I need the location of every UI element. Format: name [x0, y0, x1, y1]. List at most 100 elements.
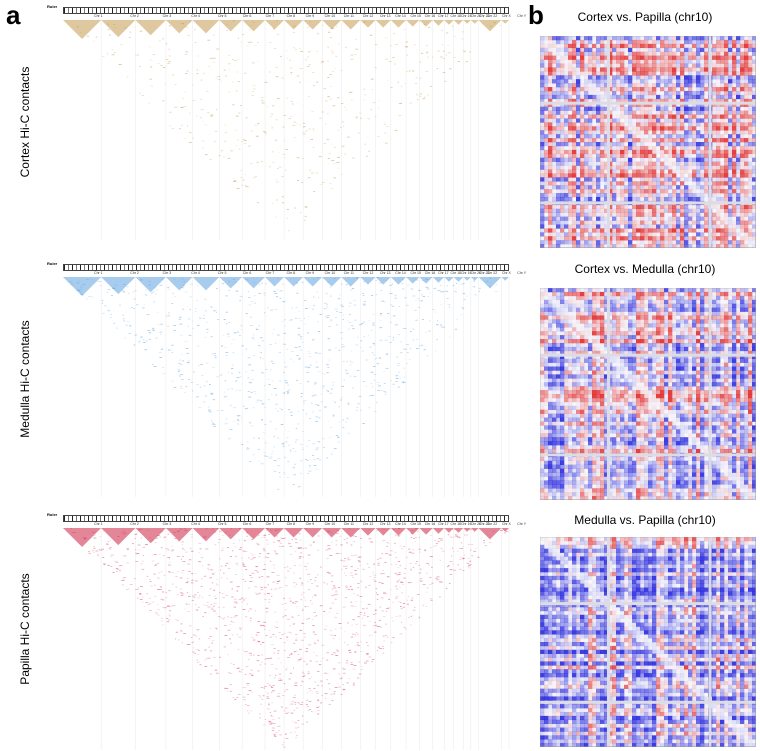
contact-mark [459, 548, 461, 549]
heatmap-cell [644, 106, 649, 111]
heatmap-cell [576, 36, 581, 41]
heatmap-cell [556, 110, 561, 115]
contact-mark [247, 391, 250, 392]
contact-mark [140, 586, 143, 587]
contact-mark [306, 663, 308, 665]
heatmap-cell [556, 47, 561, 53]
heatmap-cell [608, 39, 613, 45]
contact-mark [279, 297, 281, 299]
contact-mark [207, 406, 210, 408]
contact-mark [375, 613, 377, 614]
heatmap-cell [660, 122, 665, 127]
contact-mark [149, 581, 152, 582]
heatmap-cell [744, 122, 749, 127]
contact-mark [431, 566, 433, 568]
contact-mark [261, 282, 263, 284]
contact-mark [299, 124, 301, 126]
contact-mark [333, 163, 336, 164]
heatmap-cell [588, 98, 593, 104]
contact-mark [91, 296, 94, 298]
contact-mark [210, 115, 213, 117]
heatmap-cell [552, 67, 557, 72]
contact-mark [224, 423, 228, 425]
heatmap-cell [612, 169, 617, 174]
chromosome-label: Chr 1 [94, 14, 103, 18]
contact-mark [354, 601, 357, 602]
heatmap-cell [560, 153, 565, 159]
contact-mark [283, 683, 286, 684]
contact-mark [308, 440, 310, 441]
heatmap-cell [672, 169, 677, 174]
heatmap-cell [672, 145, 677, 151]
heatmap-cell [552, 165, 557, 170]
heatmap-cell [616, 118, 621, 123]
contact-mark [358, 132, 361, 134]
contact-mark [294, 601, 298, 603]
heatmap-cell [576, 87, 581, 92]
heatmap-cell [724, 87, 729, 92]
contact-mark [276, 575, 280, 576]
contact-mark [429, 556, 433, 557]
contact-mark [350, 664, 354, 665]
heatmap-cell [732, 165, 737, 170]
contact-mark [294, 694, 296, 696]
contact-mark [310, 676, 312, 678]
heatmap-cell [648, 157, 653, 162]
contact-mark [388, 554, 391, 556]
cortex-contact-map [63, 20, 510, 240]
contact-mark [317, 671, 320, 672]
contact-mark [461, 557, 463, 559]
heatmap-cell [744, 67, 749, 72]
heatmap-cell [728, 36, 733, 41]
contact-mark [152, 363, 154, 365]
contact-mark [124, 532, 127, 534]
heatmap-cell [596, 177, 601, 182]
heatmap-cell [696, 106, 701, 111]
contact-mark [200, 586, 203, 587]
contact-mark [279, 725, 281, 727]
contact-mark [289, 546, 293, 547]
heatmap-cell [728, 75, 733, 80]
heatmap-cell [616, 142, 621, 147]
heatmap-cell [720, 145, 725, 151]
contact-mark [203, 575, 207, 577]
heatmap-cell [640, 51, 645, 56]
heatmap-cell [672, 106, 677, 111]
contact-mark [254, 586, 258, 588]
contact-mark [148, 102, 151, 104]
contact-mark [330, 595, 334, 597]
contact-mark [246, 45, 248, 47]
heatmap-cell [688, 59, 693, 64]
contact-mark [301, 639, 304, 641]
heatmap-cell [640, 39, 645, 45]
contact-mark [169, 125, 172, 127]
contact-mark [222, 606, 225, 608]
heatmap-cell [580, 102, 585, 107]
contact-mark [235, 290, 239, 292]
contact-mark [483, 540, 485, 541]
heatmap-cell [720, 36, 725, 41]
chromosome-contact-triangle [501, 277, 509, 281]
contact-mark [394, 297, 397, 299]
contact-mark [384, 142, 388, 144]
heatmap-cell [548, 134, 553, 139]
heatmap-cell [688, 138, 692, 142]
contact-mark [185, 26, 187, 28]
heatmap-cell [736, 161, 741, 166]
contact-mark [248, 712, 250, 714]
heatmap-cell [572, 63, 577, 68]
heatmap-cell [684, 39, 689, 45]
heatmap-cell [544, 51, 549, 56]
contact-mark [208, 637, 211, 639]
contact-mark [344, 106, 346, 108]
contact-mark [266, 611, 269, 613]
contact-mark [225, 395, 228, 397]
heatmap-cell [664, 138, 669, 143]
contact-mark [99, 550, 103, 551]
heatmap-cell [564, 43, 569, 49]
heatmap-cell [552, 138, 557, 143]
contact-mark [350, 289, 352, 291]
contact-mark [439, 596, 441, 598]
heatmap-cell [652, 118, 657, 123]
heatmap-cell [652, 87, 657, 92]
